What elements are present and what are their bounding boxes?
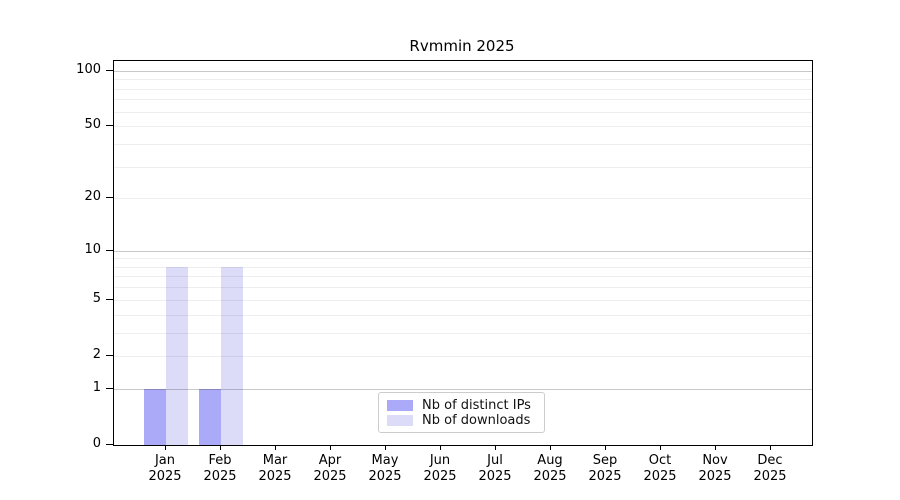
gridline-minor-30	[114, 166, 812, 168]
x-tick-year: 2025	[203, 469, 237, 484]
gridline-minor-60	[114, 111, 812, 113]
x-tick-apr	[330, 445, 331, 450]
x-tick-sep	[605, 445, 606, 450]
x-tick-year: 2025	[698, 469, 732, 484]
x-tick-month: May	[371, 453, 399, 468]
x-tick-year: 2025	[643, 469, 677, 484]
x-tick-mar	[275, 445, 276, 450]
x-tick-oct	[660, 445, 661, 450]
x-tick-month: Sep	[592, 453, 618, 468]
x-tick-label-may: May 2025	[345, 453, 425, 485]
x-tick-year: 2025	[423, 469, 457, 484]
gridline-minor-3	[114, 332, 812, 334]
bar-distinct-ips-feb	[199, 388, 221, 445]
x-tick-label-nov: Nov 2025	[675, 453, 755, 485]
x-tick-year: 2025	[753, 469, 787, 484]
x-tick-aug	[550, 445, 551, 450]
y-tick-0	[106, 444, 113, 445]
gridline-minor-90	[114, 79, 812, 81]
chart-title: Rvmmin 2025	[409, 37, 515, 55]
x-tick-month: Jul	[487, 453, 503, 468]
x-tick-label-oct: Oct 2025	[620, 453, 700, 485]
legend-item-distinct-ips: Nb of distinct IPs	[387, 398, 536, 413]
x-tick-label-feb: Feb 2025	[180, 453, 260, 485]
y-tick-label-20: 20	[84, 189, 101, 205]
bar-distinct-ips-jan	[144, 388, 166, 445]
bar-downloads-jan	[166, 266, 188, 445]
y-tick-50	[106, 125, 113, 127]
x-tick-label-mar: Mar 2025	[235, 453, 315, 485]
gridline-minor-9	[114, 258, 812, 260]
legend-label-downloads: Nb of downloads	[422, 413, 531, 428]
gridline-minor-5	[114, 299, 812, 301]
x-tick-year: 2025	[368, 469, 402, 484]
x-tick-year: 2025	[313, 469, 347, 484]
gridline-minor-4	[114, 314, 812, 316]
legend-label-distinct-ips: Nb of distinct IPs	[422, 398, 531, 413]
gridline-minor-6	[114, 287, 812, 289]
x-tick-label-apr: Apr 2025	[290, 453, 370, 485]
gridline-minor-7	[114, 276, 812, 278]
legend: Nb of distinct IPs Nb of downloads	[378, 392, 545, 433]
gridline-minor-2	[114, 355, 812, 357]
x-tick-month: Apr	[318, 453, 342, 468]
x-tick-month: Feb	[208, 453, 232, 468]
gridline-major-1	[114, 388, 812, 390]
x-tick-year: 2025	[258, 469, 292, 484]
y-tick-label-2: 2	[92, 346, 101, 362]
y-tick-label-10: 10	[84, 241, 101, 257]
legend-item-downloads: Nb of downloads	[387, 413, 536, 428]
x-tick-month: Nov	[702, 453, 728, 468]
x-tick-jan	[165, 445, 166, 450]
x-tick-year: 2025	[148, 469, 182, 484]
y-tick-1	[106, 387, 113, 389]
y-tick-10	[106, 249, 113, 251]
gridline-minor-8	[114, 266, 812, 268]
gridline-minor-70	[114, 99, 812, 101]
x-tick-feb	[220, 445, 221, 450]
gridline-minor-80	[114, 88, 812, 90]
gridline-major-100	[114, 70, 812, 72]
y-tick-label-1: 1	[92, 379, 101, 395]
x-tick-label-dec: Dec 2025	[730, 453, 810, 485]
plot-area	[113, 60, 813, 446]
y-tick-100	[106, 69, 113, 71]
y-tick-label-5: 5	[92, 290, 101, 306]
y-tick-label-100: 100	[76, 61, 101, 77]
gridline-major-10	[114, 250, 812, 252]
x-tick-month: Aug	[537, 453, 563, 468]
x-tick-year: 2025	[478, 469, 512, 484]
x-tick-label-jan: Jan 2025	[125, 453, 205, 485]
x-tick-month: Jun	[429, 453, 451, 468]
x-tick-dec	[770, 445, 771, 450]
x-tick-jun	[440, 445, 441, 450]
x-tick-month: Oct	[648, 453, 672, 468]
gridline-minor-50	[114, 126, 812, 128]
x-tick-label-aug: Aug 2025	[510, 453, 590, 485]
x-tick-jul	[495, 445, 496, 450]
x-tick-nov	[715, 445, 716, 450]
x-tick-month: Dec	[757, 453, 783, 468]
y-tick-20	[106, 197, 113, 199]
gridline-minor-20	[114, 198, 812, 200]
y-tick-5	[106, 298, 113, 300]
legend-swatch-downloads	[387, 415, 413, 426]
x-tick-year: 2025	[533, 469, 567, 484]
y-tick-label-50: 50	[84, 117, 101, 133]
x-tick-may	[385, 445, 386, 450]
legend-swatch-distinct-ips	[387, 400, 413, 411]
x-tick-label-sep: Sep 2025	[565, 453, 645, 485]
y-tick-2	[106, 354, 113, 356]
x-tick-month: Jan	[154, 453, 176, 468]
x-tick-month: Mar	[262, 453, 288, 468]
x-tick-year: 2025	[588, 469, 622, 484]
x-tick-label-jun: Jun 2025	[400, 453, 480, 485]
bar-downloads-feb	[221, 266, 243, 445]
gridline-minor-40	[114, 143, 812, 145]
y-tick-label-0: 0	[92, 436, 101, 451]
x-tick-label-jul: Jul 2025	[455, 453, 535, 485]
